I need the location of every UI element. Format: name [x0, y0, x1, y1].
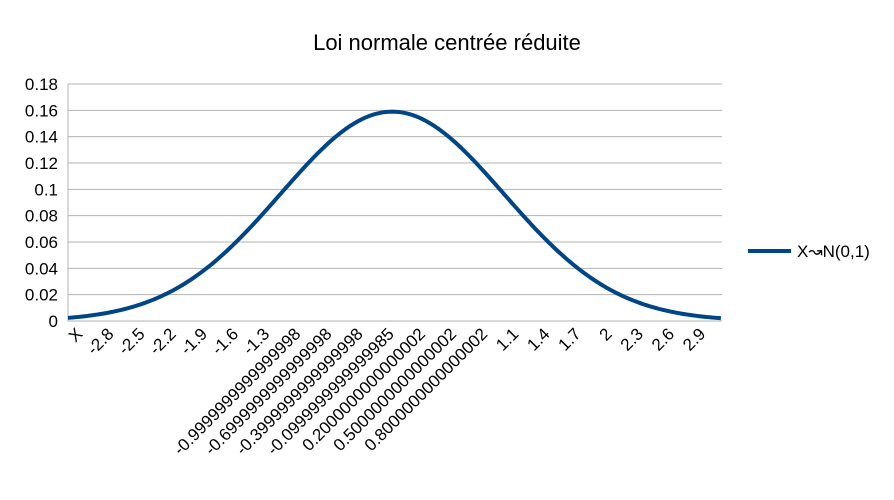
y-tick-label: 0.16: [25, 101, 58, 120]
y-tick-label: 0.12: [25, 154, 58, 173]
axes: [67, 84, 722, 322]
chart-title: Loi normale centrée réduite: [313, 30, 581, 55]
x-tick-label: 1.4: [523, 324, 553, 354]
x-tick-label: 2.6: [648, 324, 678, 354]
y-tick-label: 0.08: [25, 207, 58, 226]
series: [67, 109, 722, 321]
legend-label: X↝N(0,1): [797, 242, 870, 261]
series-line: [67, 109, 722, 321]
x-axis-tick-labels: X-2.8-2.5-2.2-1.9-1.6-1.3-0.999999999999…: [65, 324, 709, 458]
x-tick-label: 2.9: [679, 324, 709, 354]
x-tick-label: -1.6: [208, 324, 242, 358]
x-tick-label: -2.5: [115, 324, 149, 358]
y-tick-label: 0: [49, 312, 58, 331]
y-axis-tick-labels: 0 0.02 0.04 0.06 0.08 0.1 0.12 0.14 0.16 0.18: [25, 75, 58, 331]
y-tick-label: 0.1: [34, 180, 58, 199]
x-tick-label: -2.2: [146, 324, 180, 358]
y-tick-label: 0.02: [25, 286, 58, 305]
x-tick-label: X: [65, 324, 86, 345]
x-tick-label: 2: [596, 324, 616, 344]
gridlines: [68, 83, 722, 322]
y-tick-label: 0.06: [25, 233, 58, 252]
y-tick-label: 0.14: [25, 128, 58, 147]
x-tick-label: -2.8: [83, 324, 117, 358]
x-tick-label: 1.7: [555, 324, 585, 354]
x-tick-label: -1.9: [177, 324, 211, 358]
x-tick-label: 1.1: [492, 324, 522, 354]
y-tick-label: 0.04: [25, 259, 58, 278]
legend: X↝N(0,1): [748, 242, 870, 261]
x-tick-label: 2.3: [617, 324, 647, 354]
y-tick-label: 0.18: [25, 75, 58, 94]
